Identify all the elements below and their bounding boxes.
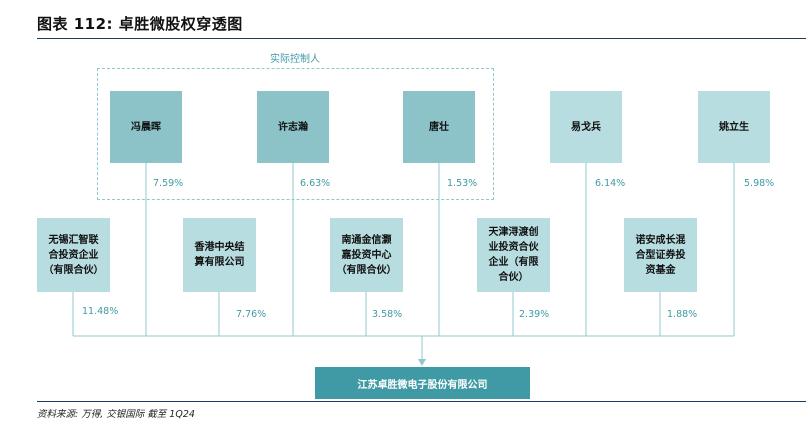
mid-holder-box-5: 诺安成长混 合型证券投 资基金 <box>624 218 697 292</box>
mid-holder-pct-1: 11.48% <box>82 306 119 317</box>
mid-holder-pct-4: 2.39% <box>519 309 550 320</box>
bottom-rule <box>37 401 806 402</box>
mid-holder-pct-5: 1.88% <box>667 309 698 320</box>
mid-holder-box-3: 南通金信灏 嘉投资中心 （有限合伙） <box>330 218 403 292</box>
mid-holder-pct-2: 7.76% <box>236 309 267 320</box>
mid-holder-name-4: 天津浔渡创 业投资合伙 企业（有限 合伙） <box>488 227 539 283</box>
mid-holder-name-3: 南通金信灏 嘉投资中心 （有限合伙） <box>336 234 397 276</box>
holder-pct-3: 1.53% <box>447 178 478 189</box>
holder-pct-2: 6.63% <box>300 178 331 189</box>
title-rule <box>37 38 806 39</box>
mid-holder-pct-3: 3.58% <box>372 309 403 320</box>
holder-box-1: 冯晨晖 <box>110 91 182 163</box>
company-box: 江苏卓胜微电子股份有限公司 <box>315 367 530 399</box>
holder-box-5: 姚立生 <box>698 91 770 163</box>
holder-box-2: 许志瀚 <box>257 91 329 163</box>
holder-name-4: 易戈兵 <box>571 121 601 133</box>
actual-controller-label: 实际控制人 <box>270 54 320 65</box>
actual-controller-group <box>97 68 494 200</box>
holder-box-4: 易戈兵 <box>550 91 622 163</box>
mid-holder-box-2: 香港中央结 算有限公司 <box>183 218 256 292</box>
mid-holder-name-1: 无锡汇智联 合投资企业 （有限合伙） <box>43 234 104 276</box>
mid-holder-box-1: 无锡汇智联 合投资企业 （有限合伙） <box>37 218 110 292</box>
mid-holder-box-4: 天津浔渡创 业投资合伙 企业（有限 合伙） <box>477 218 550 292</box>
source-note: 资料来源: 万得, 交银国际 截至 1Q24 <box>37 409 195 420</box>
holder-pct-1: 7.59% <box>153 178 184 189</box>
figure-title: 图表 112: 卓胜微股权穿透图 <box>37 15 243 33</box>
mid-holder-name-2: 香港中央结 算有限公司 <box>194 242 245 268</box>
holder-pct-5: 5.98% <box>744 178 775 189</box>
holder-name-1: 冯晨晖 <box>131 121 161 133</box>
holder-box-3: 唐壮 <box>403 91 475 163</box>
holder-name-3: 唐壮 <box>429 121 449 133</box>
holder-name-2: 许志瀚 <box>278 121 308 133</box>
holder-name-5: 姚立生 <box>719 121 749 133</box>
mid-holder-name-5: 诺安成长混 合型证券投 资基金 <box>635 234 686 276</box>
holder-pct-4: 6.14% <box>595 178 626 189</box>
connector-arrowhead <box>418 359 426 366</box>
